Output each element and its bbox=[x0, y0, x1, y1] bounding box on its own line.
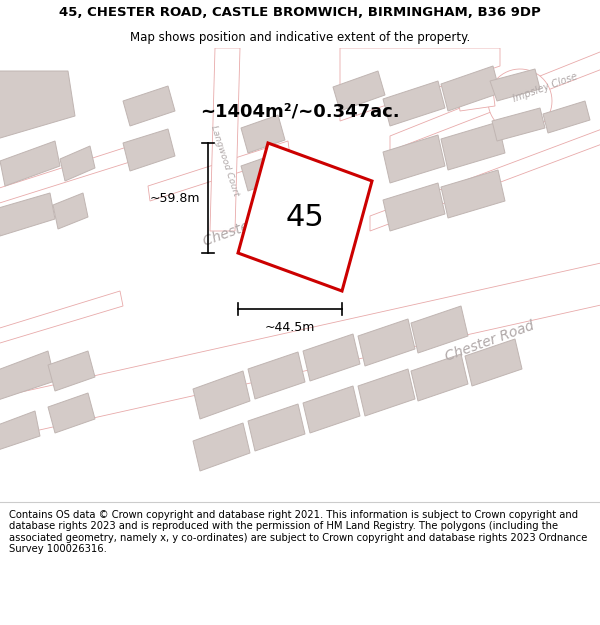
Polygon shape bbox=[123, 86, 175, 126]
Polygon shape bbox=[333, 71, 385, 111]
Text: Chester Road: Chester Road bbox=[443, 318, 536, 364]
Text: 45, CHESTER ROAD, CASTLE BROMWICH, BIRMINGHAM, B36 9DP: 45, CHESTER ROAD, CASTLE BROMWICH, BIRMI… bbox=[59, 6, 541, 19]
Text: Chester Road: Chester Road bbox=[202, 203, 295, 249]
Polygon shape bbox=[383, 135, 445, 183]
Text: ~44.5m: ~44.5m bbox=[265, 321, 315, 334]
Polygon shape bbox=[238, 143, 372, 291]
Text: Map shows position and indicative extent of the property.: Map shows position and indicative extent… bbox=[130, 31, 470, 44]
Polygon shape bbox=[0, 411, 40, 451]
Text: Langwood Court: Langwood Court bbox=[209, 124, 241, 198]
Polygon shape bbox=[303, 386, 360, 433]
Polygon shape bbox=[241, 153, 285, 191]
Polygon shape bbox=[390, 48, 600, 151]
Polygon shape bbox=[0, 261, 600, 441]
Polygon shape bbox=[193, 423, 250, 471]
Polygon shape bbox=[370, 126, 600, 231]
Polygon shape bbox=[48, 393, 95, 433]
Polygon shape bbox=[53, 193, 88, 229]
Polygon shape bbox=[383, 81, 445, 126]
Polygon shape bbox=[303, 334, 360, 381]
Polygon shape bbox=[490, 69, 540, 101]
Text: Impsley Close: Impsley Close bbox=[511, 72, 578, 104]
Polygon shape bbox=[441, 170, 505, 218]
Polygon shape bbox=[0, 71, 75, 141]
Polygon shape bbox=[148, 141, 290, 201]
Polygon shape bbox=[358, 369, 415, 416]
Polygon shape bbox=[248, 404, 305, 451]
Polygon shape bbox=[210, 48, 240, 231]
Text: ~1404m²/~0.347ac.: ~1404m²/~0.347ac. bbox=[200, 102, 400, 120]
Polygon shape bbox=[60, 146, 95, 181]
Polygon shape bbox=[248, 352, 305, 399]
Polygon shape bbox=[48, 351, 95, 391]
Polygon shape bbox=[0, 291, 123, 346]
Polygon shape bbox=[340, 48, 500, 121]
Text: 45: 45 bbox=[286, 202, 325, 231]
Polygon shape bbox=[0, 146, 133, 206]
Polygon shape bbox=[0, 351, 55, 401]
Polygon shape bbox=[543, 101, 590, 133]
Polygon shape bbox=[465, 339, 522, 386]
Polygon shape bbox=[383, 183, 445, 231]
Polygon shape bbox=[441, 66, 500, 111]
Polygon shape bbox=[0, 141, 60, 186]
Polygon shape bbox=[123, 129, 175, 171]
Polygon shape bbox=[358, 319, 415, 366]
Polygon shape bbox=[193, 371, 250, 419]
Text: ~59.8m: ~59.8m bbox=[149, 191, 200, 204]
Polygon shape bbox=[458, 91, 495, 111]
Polygon shape bbox=[441, 122, 505, 170]
Polygon shape bbox=[492, 108, 545, 141]
Polygon shape bbox=[411, 306, 468, 353]
Polygon shape bbox=[411, 354, 468, 401]
Polygon shape bbox=[241, 115, 285, 153]
Polygon shape bbox=[0, 193, 55, 236]
Text: Contains OS data © Crown copyright and database right 2021. This information is : Contains OS data © Crown copyright and d… bbox=[9, 509, 587, 554]
Polygon shape bbox=[488, 69, 552, 133]
